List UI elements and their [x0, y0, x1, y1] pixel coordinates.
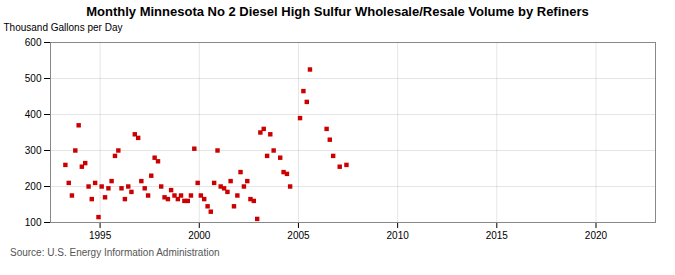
- svg-text:2005: 2005: [287, 230, 310, 241]
- svg-text:1995: 1995: [89, 230, 112, 241]
- html-text:Source: U.S. Energy Informatio: Source: U.S. Energy Information Administ…: [10, 247, 220, 258]
- svg-text:600: 600: [25, 37, 42, 48]
- svg-text:300: 300: [25, 145, 42, 156]
- svg-text:400: 400: [25, 109, 42, 120]
- svg-text:500: 500: [25, 73, 42, 84]
- svg-text:Thousand Gallons per Day: Thousand Gallons per Day: [4, 22, 123, 33]
- svg-text:2000: 2000: [188, 230, 211, 241]
- html-text:Monthly Minnesota No 2 Diesel: Monthly Minnesota No 2 Diesel High Sulfu…: [86, 4, 589, 19]
- svg-text:2020: 2020: [585, 230, 608, 241]
- svg-text:2015: 2015: [486, 230, 509, 241]
- svg-text:100: 100: [25, 217, 42, 228]
- svg-text:200: 200: [25, 181, 42, 192]
- svg-text:2010: 2010: [387, 230, 410, 241]
